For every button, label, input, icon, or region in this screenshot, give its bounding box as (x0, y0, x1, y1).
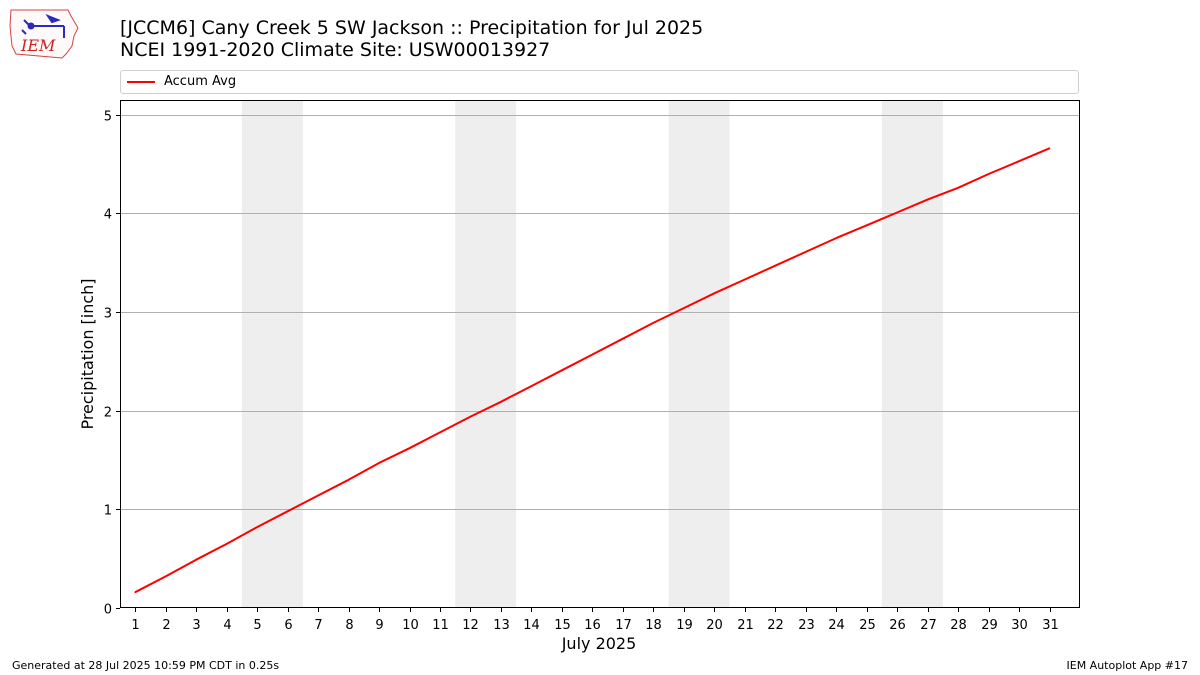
chart-subtitle: NCEI 1991-2020 Climate Site: USW00013927 (120, 39, 551, 61)
x-tick-label: 3 (192, 618, 200, 633)
footer-app-id: IEM Autoplot App #17 (1066, 659, 1189, 672)
series-point (561, 369, 563, 372)
iem-logo: IEM (9, 9, 79, 59)
x-tick-label: 28 (950, 618, 967, 633)
x-tick-label: 26 (889, 618, 906, 633)
series-point (469, 415, 472, 418)
series-point (652, 322, 655, 324)
x-tick-label: 8 (345, 618, 353, 633)
series-point (134, 591, 137, 594)
x-tick-label: 12 (462, 618, 479, 633)
x-tick-label: 4 (223, 618, 231, 633)
series-point (164, 575, 167, 578)
x-tick-label: 19 (676, 618, 693, 633)
x-tick-label: 9 (375, 618, 383, 633)
x-tick-label: 21 (737, 618, 754, 633)
y-tick-label: 4 (104, 208, 112, 223)
x-tick-label: 22 (767, 618, 784, 633)
series-point (1018, 160, 1020, 162)
y-tick-label: 0 (104, 603, 112, 618)
series-point (835, 237, 837, 239)
series-point (500, 401, 502, 403)
weekend-band (881, 100, 943, 608)
y-axis-label: Precipitation [inch] (78, 278, 97, 429)
x-tick-label: 2 (162, 618, 170, 633)
series-point (439, 431, 441, 434)
y-tick-label: 2 (104, 406, 112, 421)
x-tick-label: 25 (859, 618, 876, 633)
x-tick-label: 31 (1042, 618, 1059, 633)
x-tick-label: 20 (706, 618, 723, 633)
series-point (225, 543, 228, 545)
series-point (622, 337, 624, 340)
series-point (896, 211, 898, 214)
series-point (378, 462, 380, 464)
series-point (408, 447, 411, 450)
series-point (865, 224, 868, 227)
series-point (347, 478, 350, 481)
series-point (957, 186, 959, 189)
x-tick-label: 6 (284, 618, 292, 633)
legend-label: Accum Avg (164, 74, 237, 89)
y-tick-label: 5 (104, 110, 112, 125)
x-tick-label: 13 (493, 618, 510, 633)
series-point (1048, 147, 1051, 150)
series-point (774, 264, 777, 267)
plot-frame (120, 100, 1080, 608)
x-tick-label: 30 (1011, 618, 1028, 633)
series-point (317, 494, 319, 497)
series-point (195, 558, 197, 561)
series-point (286, 510, 289, 513)
x-tick-label: 27 (920, 618, 937, 633)
series-point (591, 353, 594, 356)
x-tick-label: 16 (584, 618, 601, 633)
x-tick-label: 10 (402, 618, 419, 633)
x-tick-label: 5 (253, 618, 261, 633)
series-point (713, 292, 716, 295)
x-tick-label: 1 (131, 618, 139, 633)
weather-station-icon (21, 13, 65, 38)
x-tick-label: 7 (314, 618, 322, 633)
x-tick-label: 17 (615, 618, 632, 633)
x-axis-label: July 2025 (561, 634, 637, 653)
legend-swatch (127, 81, 155, 83)
chart-title: [JCCM6] Cany Creek 5 SW Jackson :: Preci… (120, 17, 704, 39)
footer-generated: Generated at 28 Jul 2025 10:59 PM CDT in… (12, 659, 280, 672)
x-tick-label: 15 (554, 618, 571, 633)
series-point (926, 198, 929, 201)
weekend-band (455, 100, 517, 608)
series-point (256, 526, 258, 528)
series-point (683, 307, 685, 309)
series-point (987, 173, 990, 175)
legend: Accum Avg (120, 70, 1079, 94)
weekend-band (668, 100, 730, 608)
x-tick-label: 18 (645, 618, 662, 633)
x-tick-label: 14 (523, 618, 540, 633)
logo-text: IEM (20, 36, 56, 55)
x-tick-label: 24 (828, 618, 845, 633)
x-tick-label: 29 (981, 618, 998, 633)
series-point (804, 251, 807, 253)
y-tick-label: 1 (104, 504, 112, 519)
x-tick-label: 11 (432, 618, 449, 633)
series-point (530, 385, 533, 387)
series-point (743, 278, 746, 281)
y-tick-label: 3 (104, 307, 112, 322)
x-tick-label: 23 (798, 618, 815, 633)
weekend-band (241, 100, 303, 608)
